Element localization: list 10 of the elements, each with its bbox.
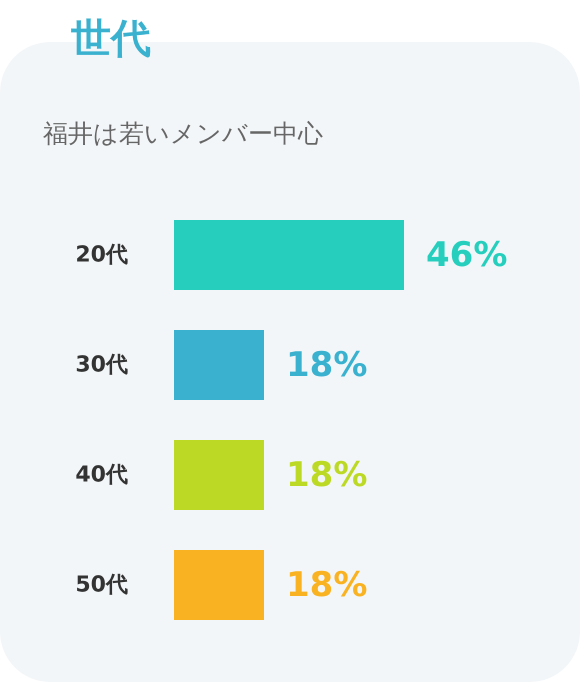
data-label: 46% [426, 235, 508, 275]
chart-subtitle: 福井は若いメンバー中心 [43, 119, 323, 148]
y-tick-label: 30代 [75, 352, 128, 378]
data-label: 18% [286, 345, 368, 385]
data-label: 18% [286, 565, 368, 605]
y-tick-label: 50代 [75, 572, 128, 598]
data-label: 18% [286, 455, 368, 495]
y-tick-label: 40代 [75, 462, 128, 488]
chart-title: 世代 [70, 16, 151, 62]
y-tick-label: 20代 [75, 242, 128, 268]
